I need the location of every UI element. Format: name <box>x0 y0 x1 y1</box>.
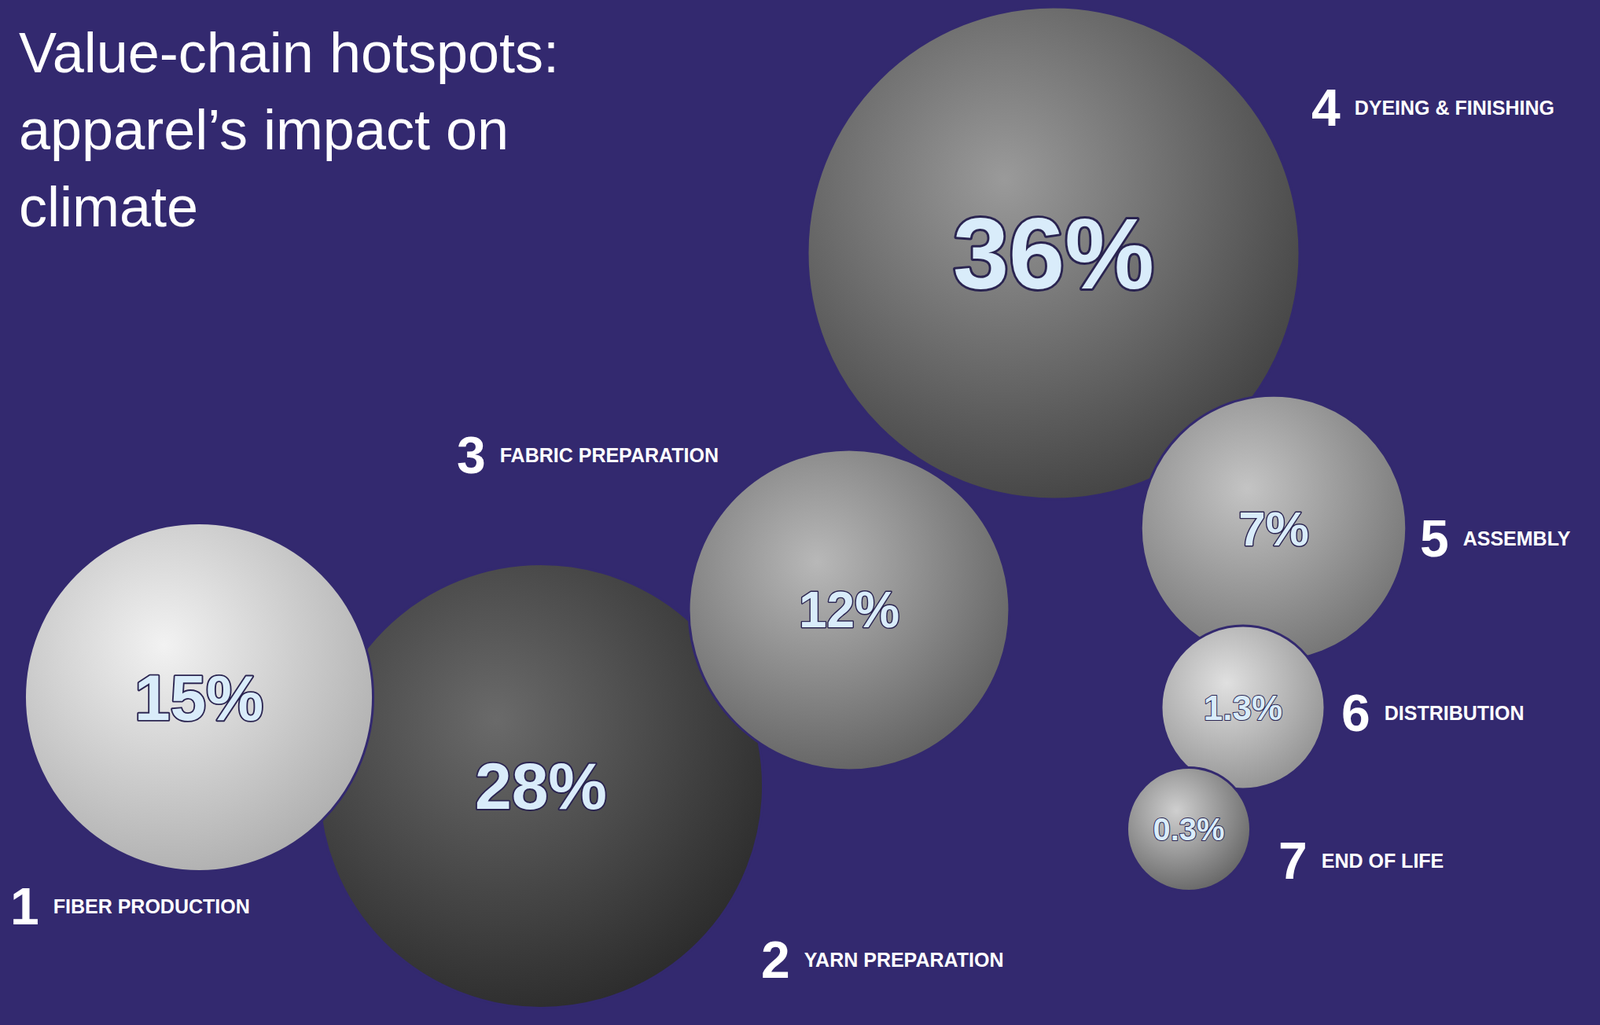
value-label: 15% <box>134 662 264 734</box>
step-number: 6 <box>1341 684 1371 743</box>
value-label: 28% <box>474 749 607 824</box>
step-number: 3 <box>456 426 486 485</box>
bubble <box>24 522 373 872</box>
background <box>0 0 1600 1025</box>
step-number: 2 <box>761 930 791 990</box>
value-label: 7% <box>1238 501 1310 556</box>
step-name: FIBER PRODUCTION <box>53 895 251 918</box>
value-label: 12% <box>798 581 900 639</box>
step-number: 7 <box>1278 831 1308 891</box>
bubble <box>1161 625 1325 790</box>
title: Value-chain hotspots:apparel’s impact on… <box>18 21 560 239</box>
bubble <box>1126 767 1251 891</box>
data-labels: 15% 28% 12% 36% 7% 1.3% 0.3% <box>134 197 1310 848</box>
value-label: 0.3% <box>1152 812 1225 847</box>
step-name: ASSEMBLY <box>1463 527 1571 550</box>
step-name: FABRIC PREPARATION <box>500 444 719 467</box>
value-label: 1.3% <box>1203 688 1283 728</box>
step-number: 1 <box>10 877 40 936</box>
step-name: DYEING & FINISHING <box>1354 96 1555 119</box>
step-labels: 1 FIBER PRODUCTION 2 YARN PREPARATION 3 FABRI… <box>10 78 1571 990</box>
chart-canvas: 15% 28% 12% 36% 7% 1.3% 0.3% 1 FIBER PRODUCTION 2… <box>0 0 1600 1025</box>
bubble <box>688 449 1010 771</box>
step-name: DISTRIBUTION <box>1384 702 1525 725</box>
step-name: YARN PREPARATION <box>804 948 1005 972</box>
step-name: END OF LIFE <box>1321 849 1445 872</box>
step-number: 5 <box>1419 509 1450 568</box>
step-number: 4 <box>1311 78 1341 137</box>
value-label: 36% <box>952 197 1155 310</box>
bubble <box>1140 395 1407 662</box>
